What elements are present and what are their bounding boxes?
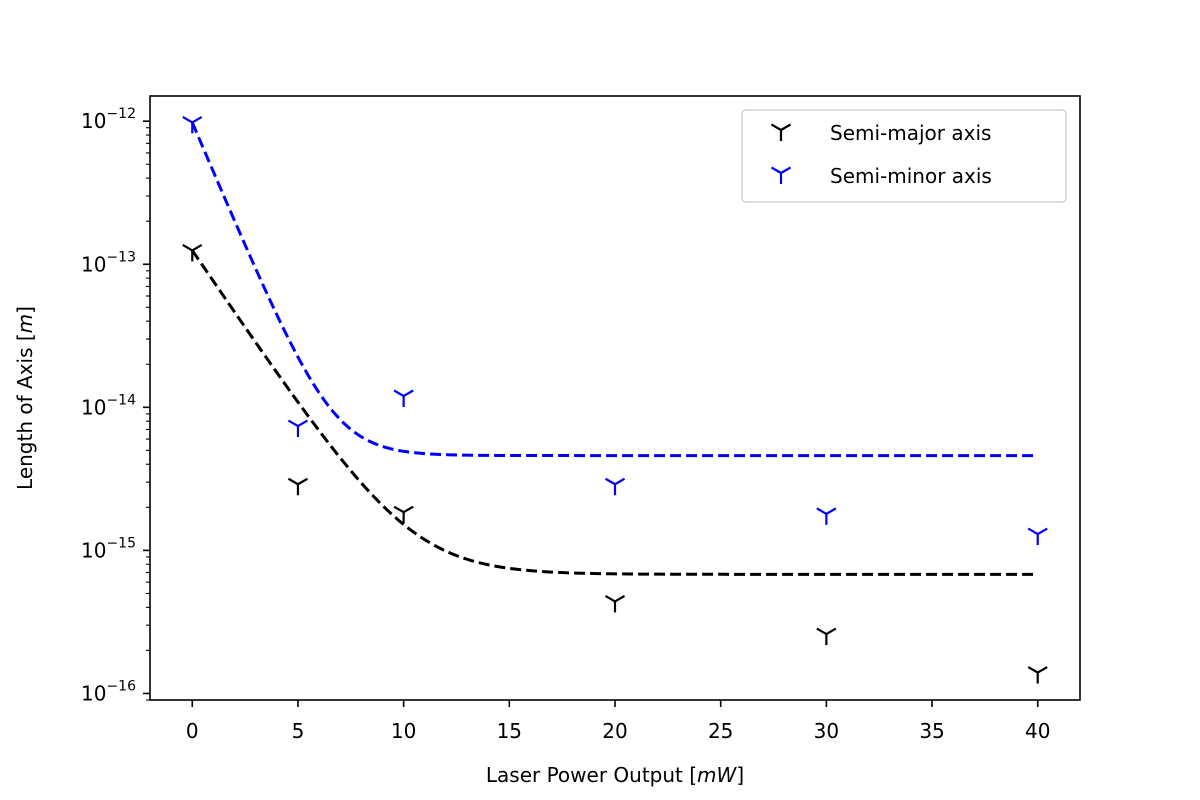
- data-point-semi-minor: [182, 115, 203, 134]
- data-point-semi-major: [604, 594, 626, 613]
- data-point-semi-minor: [816, 507, 837, 525]
- legend-marker: [770, 166, 792, 184]
- data-point-semi-major: [182, 243, 203, 262]
- fit-curves: [190, 121, 1038, 576]
- x-axis-unit: mW: [697, 763, 737, 787]
- fit-curve-semi-minor: [190, 121, 1038, 458]
- legend-label: Semi-major axis: [830, 121, 991, 145]
- data-point-semi-major: [287, 477, 309, 496]
- data-point-semi-minor: [1027, 527, 1048, 546]
- x-tick-label: 30: [814, 719, 839, 743]
- legend-box: [741, 109, 1067, 203]
- y-tick-label: 10−16: [81, 678, 136, 705]
- x-ticks: 0 5 10 15 20 25 30 35 40: [186, 700, 1050, 743]
- y-axis-label: Length of Axis [m]: [13, 306, 37, 490]
- x-tick-label: 40: [1025, 719, 1050, 743]
- x-tick-label: 10: [391, 719, 416, 743]
- y-ticks: 10−16 10−15 10−14 10−13 10−12: [81, 106, 150, 705]
- x-tick-label: 25: [708, 719, 733, 743]
- x-tick-label: 15: [497, 719, 522, 743]
- x-tick-label: 0: [186, 719, 199, 743]
- x-tick-label: 35: [919, 719, 944, 743]
- data-point-semi-major: [393, 505, 414, 524]
- y-minor-ticks: [146, 127, 150, 701]
- data-point-semi-minor: [393, 389, 414, 407]
- legend-marker: [770, 123, 792, 141]
- data-point-semi-minor: [604, 477, 626, 496]
- data-point-semi-major: [1027, 666, 1048, 684]
- data-point-semi-minor: [287, 419, 309, 438]
- y-tick-label: 10−15: [81, 535, 136, 562]
- data-points: [182, 115, 1048, 684]
- y-tick-label: 10−14: [81, 392, 136, 419]
- fit-curve-semi-major: [191, 249, 1038, 576]
- x-tick-label: 5: [292, 719, 305, 743]
- legend-label: Semi-minor axis: [830, 164, 992, 188]
- x-axis-label: Laser Power Output [mW]: [486, 763, 744, 787]
- y-tick-label: 10−12: [81, 106, 136, 133]
- x-tick-label: 20: [602, 719, 627, 743]
- data-point-semi-major: [816, 627, 837, 646]
- y-tick-label: 10−13: [81, 249, 136, 276]
- legend: Semi-major axis Semi-minor axis: [741, 109, 1067, 203]
- y-axis-unit: m: [13, 314, 37, 333]
